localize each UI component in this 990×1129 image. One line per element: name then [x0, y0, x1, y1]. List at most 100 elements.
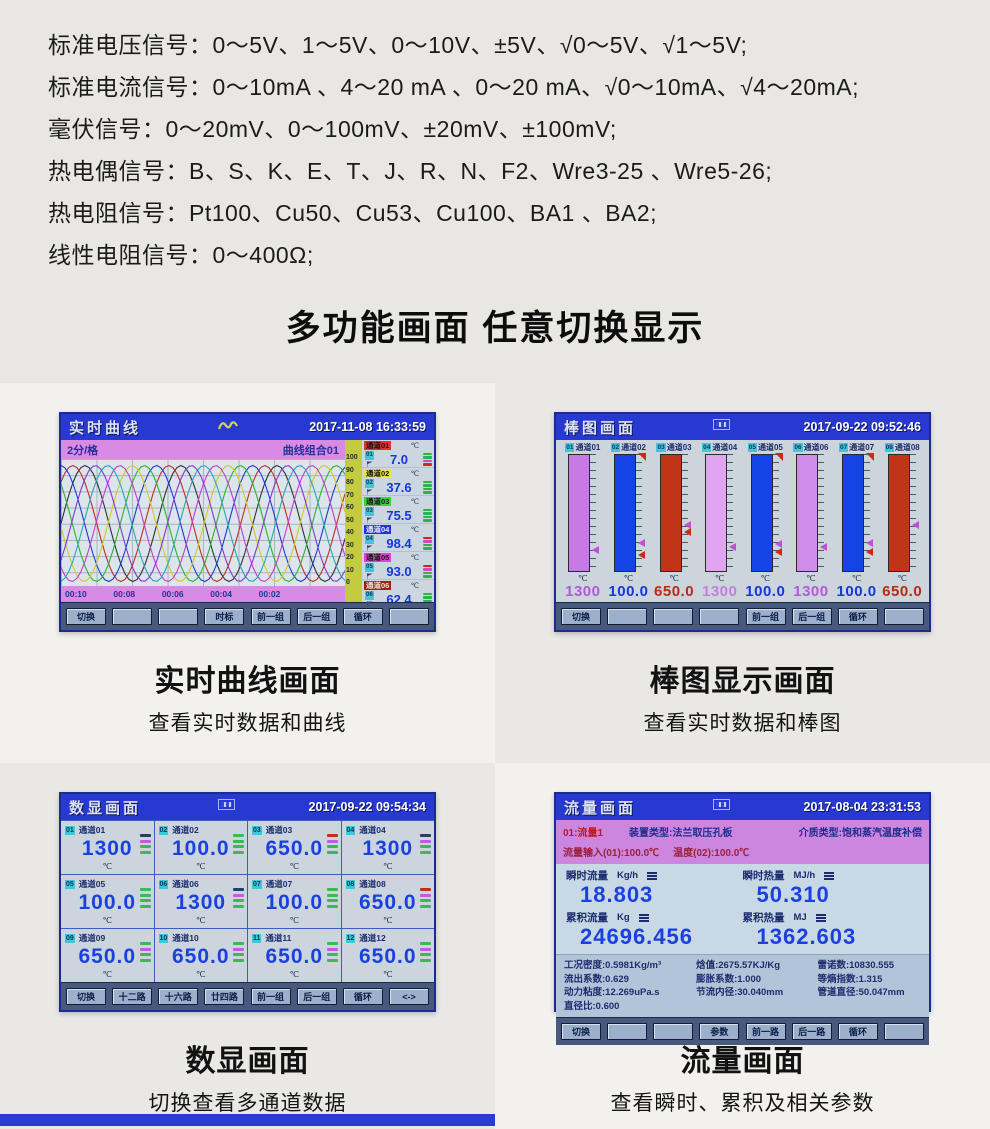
scale-tick: 30 — [346, 541, 354, 549]
switch-button[interactable]: 切换 — [561, 608, 601, 625]
flow-param: 等熵指数:1.315 — [817, 973, 883, 985]
blank-button[interactable] — [653, 608, 694, 625]
bar-screen-title: 棒图画面 — [564, 419, 637, 437]
caption-title-bar: 棒图显示画面 — [649, 665, 836, 698]
value-label: 累积热量 — [742, 912, 785, 924]
prev-group-button[interactable]: 前一组 — [250, 988, 291, 1005]
bar-fill — [842, 454, 865, 572]
cycle-button[interactable]: 循环 — [342, 608, 383, 625]
bar-scale-ticks — [864, 454, 871, 572]
signal-specs: 标准电压信号：0～5V、1～5V、0～10V、±5V、√0～5V、√1～5V; … — [0, 0, 990, 276]
switch-button[interactable]: 切换 — [66, 988, 106, 1005]
panel-icon — [712, 419, 730, 430]
bar-column: 05 通道05 ℃ 100.0 — [743, 441, 789, 602]
channel-number-badge: 11 — [252, 933, 262, 943]
value-label: 累积流量 — [566, 912, 608, 924]
twentyfour-channel-button[interactable]: 廿四路 — [204, 988, 245, 1005]
next-group-button[interactable]: 后一组 — [296, 988, 337, 1005]
wave-logo-icon — [217, 419, 240, 437]
blank-button[interactable] — [388, 608, 429, 625]
flow-titlebar: 流量画面 2017-08-04 23:31:53 — [556, 794, 929, 820]
channel-name: 通道03 — [666, 443, 692, 452]
channel-name: 通道08 — [359, 879, 386, 889]
flow-screen: 流量画面 2017-08-04 23:31:53 01:流量1 装置类型:法兰取… — [554, 792, 931, 1045]
bar-scale-ticks — [772, 454, 779, 572]
digital-cell: 02 通道02 100.0 ℃ — [154, 821, 247, 874]
params-button[interactable]: 参数 — [699, 1023, 740, 1040]
cycle-button[interactable]: 循环 — [342, 988, 383, 1005]
time-tick: 00:04 — [210, 589, 232, 599]
flag-icon — [366, 461, 373, 467]
prev-group-button[interactable]: 前一组 — [250, 608, 291, 625]
channel-number-badge: 05 — [65, 879, 75, 889]
twelve-channel-button[interactable]: 十二路 — [112, 988, 153, 1005]
alarm-indicator — [420, 942, 431, 962]
blank-button[interactable] — [653, 1023, 694, 1040]
blank-button[interactable] — [607, 608, 648, 625]
channel-number-badge: 06 — [793, 443, 803, 452]
channel-value: 37.6 — [386, 479, 412, 495]
switch-button[interactable]: 切换 — [66, 608, 106, 625]
time-tick: 00:02 — [258, 589, 281, 599]
value-unit: Kg/h — [617, 870, 639, 881]
flow-button-bar: 切换 参数 前一路 后一路 循环 — [556, 1017, 929, 1045]
next-group-button[interactable]: 后一组 — [296, 608, 337, 625]
next-channel-button[interactable]: 后一路 — [791, 1023, 832, 1040]
channel-unit: ℃ — [195, 969, 206, 979]
bar-unit: ℃ — [669, 573, 679, 583]
screens-grid: 实时曲线 2017-11-08 16:33:59 2分/格 曲线组合01 — [0, 383, 990, 1129]
scale-tick: 60 — [346, 504, 354, 511]
blank-button[interactable] — [112, 608, 153, 625]
bar-fill — [750, 454, 773, 572]
alarm-marker-icon — [637, 538, 645, 547]
channel-unit: ℃ — [382, 969, 393, 979]
prev-group-button[interactable]: 前一组 — [745, 608, 786, 625]
digital-button-bar: 切换 十二路 十六路 廿四路 前一组 后一组 循环 <-> — [61, 982, 434, 1010]
switch-button[interactable]: 切换 — [561, 1023, 601, 1040]
channel-unit: ℃ — [289, 915, 300, 925]
channel-name: 通道06 — [172, 879, 199, 889]
time-tick: 00:06 — [161, 589, 184, 599]
curve-chart-svg — [61, 464, 345, 583]
channel-tag: 通道03 — [364, 497, 392, 506]
blank-button[interactable] — [883, 608, 924, 625]
channel-value: 650.0 — [171, 945, 230, 968]
bar-screen: 棒图画面 2017-09-22 09:52:46 01 通道01 ℃ 1300 — [554, 412, 931, 632]
flow-param: 动力粘度:12.269uPa.s — [564, 987, 660, 998]
flow-parameters: 工况密度:0.5981Kg/m³ 焓值:2675.57KJ/Kg 雷诺数:108… — [556, 954, 929, 1017]
blank-button[interactable] — [699, 608, 740, 625]
time-scale-button[interactable]: 时标 — [204, 608, 245, 625]
channel-number-badge: 06 — [365, 591, 374, 600]
channel-value: 1300 — [175, 891, 227, 914]
sixteen-channel-button[interactable]: 十六路 — [158, 988, 199, 1005]
channel-number-badge: 02 — [158, 825, 169, 835]
bar-track — [750, 453, 783, 572]
channel-unit: ℃ — [410, 441, 419, 450]
flow-value-block: 累积热量 MJ 1362.603 — [743, 910, 920, 952]
scale-tick: 20 — [346, 554, 354, 561]
blank-button[interactable] — [883, 1023, 924, 1040]
channel-unit: ℃ — [410, 581, 419, 590]
cycle-button[interactable]: 循环 — [837, 608, 878, 625]
prev-channel-button[interactable]: 前一路 — [745, 1023, 786, 1040]
caption-subtitle-digital: 切换查看多通道数据 — [148, 1092, 347, 1115]
scale-tick: 50 — [346, 516, 354, 524]
blank-button[interactable] — [158, 608, 199, 625]
bar-value: 1300 — [793, 583, 829, 600]
value-unit: MJ/h — [793, 870, 816, 881]
scale-tick: 80 — [346, 479, 354, 486]
bar-track — [705, 454, 737, 572]
spec-line-resistance: 线性电阻信号：0～400Ω; — [48, 242, 314, 268]
bar-column: 04 通道04 ℃ 1300 — [697, 441, 743, 602]
cycle-button[interactable]: 循环 — [837, 1023, 878, 1040]
channel-value: 650.0 — [265, 837, 324, 860]
channel-row: 通道04 ℃ 04 98.4 — [362, 524, 434, 552]
bar-fill — [613, 454, 636, 572]
arrows-button[interactable]: <-> — [388, 988, 429, 1005]
value-number: 24696.456 — [580, 924, 693, 949]
blank-button[interactable] — [607, 1023, 648, 1040]
next-group-button[interactable]: 后一组 — [791, 608, 832, 625]
alarm-indicator — [423, 564, 432, 578]
bar-scale-ticks — [818, 454, 825, 572]
channel-unit: ℃ — [289, 969, 300, 979]
